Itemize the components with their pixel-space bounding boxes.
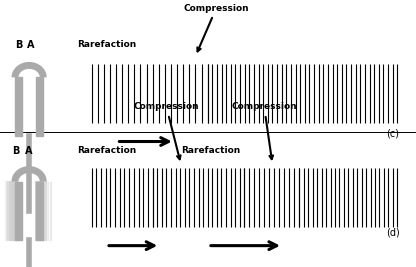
Bar [36,77,43,136]
Text: Compression: Compression [134,102,199,159]
Text: Compression: Compression [183,3,249,51]
Text: B: B [15,40,22,50]
Text: B: B [12,146,20,156]
Text: Rarefaction: Rarefaction [181,146,240,155]
Text: Rarefaction: Rarefaction [77,40,136,49]
Text: A: A [25,146,32,156]
Text: Compression: Compression [231,102,297,159]
Text: (d): (d) [386,227,400,237]
Text: Rarefaction: Rarefaction [77,146,136,155]
Bar [15,77,22,136]
Bar [15,182,22,240]
Text: A: A [27,40,35,50]
Bar [36,182,43,240]
Text: (c): (c) [386,128,400,139]
